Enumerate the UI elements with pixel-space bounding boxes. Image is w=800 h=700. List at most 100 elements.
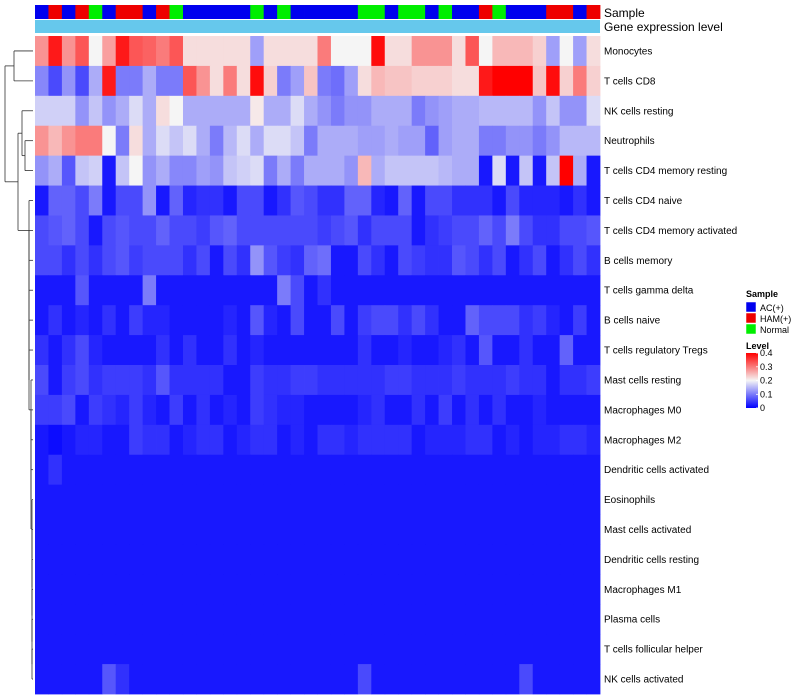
heatmap-cell <box>317 394 332 426</box>
heatmap-cell <box>88 65 103 97</box>
heatmap-cell <box>196 305 211 336</box>
heatmap-cell <box>48 245 63 276</box>
heatmap-cell <box>371 365 386 396</box>
heatmap-cell <box>304 664 318 695</box>
heatmap-cell <box>492 424 507 456</box>
heatmap-cell <box>438 394 453 426</box>
heatmap-cell <box>398 245 413 276</box>
heatmap-cell <box>478 604 493 635</box>
heatmap-cell <box>452 514 466 545</box>
heatmap-cell <box>559 574 574 605</box>
heatmap-cell <box>384 335 399 366</box>
heatmap-cell <box>223 65 238 97</box>
heatmap-cell <box>505 424 520 456</box>
heatmap-cell <box>263 125 278 157</box>
heatmap-cell <box>250 424 265 456</box>
heatmap-cell <box>88 544 103 575</box>
heatmap-cell <box>75 664 90 695</box>
heatmap-cell <box>250 365 265 396</box>
heatmap-cell <box>371 484 386 515</box>
heatmap-cell <box>425 634 439 665</box>
heatmap-cell <box>586 484 601 515</box>
sample-annotation-cell <box>250 5 265 19</box>
heatmap-cell <box>115 604 130 635</box>
heatmap-cell <box>452 544 466 575</box>
heatmap-cell <box>519 36 534 67</box>
heatmap-cell <box>344 574 359 605</box>
heatmap-cell <box>317 484 332 515</box>
heatmap-cell <box>519 394 534 426</box>
heatmap-cell <box>196 634 211 665</box>
heatmap-cell <box>384 424 399 456</box>
heatmap-cell <box>196 275 211 306</box>
heatmap-cell <box>398 365 413 396</box>
heatmap-cell <box>35 65 49 97</box>
heatmap-cell <box>290 454 305 486</box>
heatmap-cell <box>102 305 117 336</box>
heatmap-cell <box>519 454 534 486</box>
heatmap-cell <box>438 544 453 575</box>
heatmap-cell <box>129 484 144 515</box>
heatmap-cell <box>209 365 224 396</box>
heatmap-cell <box>169 125 184 157</box>
heatmap-cell <box>330 604 345 635</box>
heatmap-cell <box>411 634 426 665</box>
heatmap-cell <box>169 424 184 456</box>
heatmap-cell <box>586 544 601 575</box>
heatmap-cell <box>492 394 507 426</box>
heatmap-cell <box>465 95 480 127</box>
heatmap-cell <box>115 335 130 366</box>
heatmap-cell <box>573 454 587 486</box>
heatmap-cell <box>182 454 197 486</box>
heatmap-cell <box>465 604 480 635</box>
heatmap-cell <box>384 95 399 127</box>
heatmap-cell <box>250 65 265 97</box>
heatmap-cell <box>196 424 211 456</box>
heatmap-cell <box>425 365 439 396</box>
heatmap-cell <box>438 215 453 246</box>
heatmap-cell <box>75 36 90 67</box>
heatmap-cell <box>330 275 345 306</box>
heatmap-cell <box>357 454 372 486</box>
heatmap-cell <box>573 215 587 246</box>
heatmap-cell <box>398 664 413 695</box>
heatmap-cell <box>438 36 453 67</box>
heatmap-cell <box>115 454 130 486</box>
heatmap-cell <box>290 574 305 605</box>
heatmap-cell <box>75 574 90 605</box>
heatmap-cell <box>492 664 507 695</box>
heatmap-cell <box>304 305 318 336</box>
heatmap-cell <box>478 125 493 157</box>
heatmap-cell <box>317 155 332 186</box>
heatmap-cell <box>425 305 439 336</box>
heatmap-cell <box>492 604 507 635</box>
heatmap-cell <box>317 514 332 545</box>
heatmap-cell <box>115 424 130 456</box>
heatmap-cell <box>263 275 278 306</box>
heatmap-cell <box>573 245 587 276</box>
heatmap-cell <box>142 335 157 366</box>
heatmap-cell <box>573 95 587 127</box>
heatmap-cell <box>330 65 345 97</box>
heatmap-cell <box>223 604 238 635</box>
heatmap-cell <box>492 574 507 605</box>
heatmap-cell <box>304 574 318 605</box>
heatmap-cell <box>425 454 439 486</box>
heatmap-cell <box>478 514 493 545</box>
heatmap-cell <box>492 155 507 186</box>
heatmap-cell <box>61 335 76 366</box>
heatmap-cell <box>156 305 170 336</box>
heatmap-cell <box>357 185 372 216</box>
heatmap-cell <box>277 514 291 545</box>
heatmap-cell <box>371 604 386 635</box>
heatmap-cell <box>586 305 601 336</box>
sample-annotation-cell <box>236 5 251 19</box>
heatmap-cell <box>330 574 345 605</box>
heatmap-cell <box>61 125 76 157</box>
heatmap-cell <box>519 634 534 665</box>
heatmap-cell <box>263 305 278 336</box>
heatmap-cell <box>438 155 453 186</box>
heatmap-cell <box>411 125 426 157</box>
heatmap-cell <box>532 185 547 216</box>
heatmap-cell <box>277 544 291 575</box>
